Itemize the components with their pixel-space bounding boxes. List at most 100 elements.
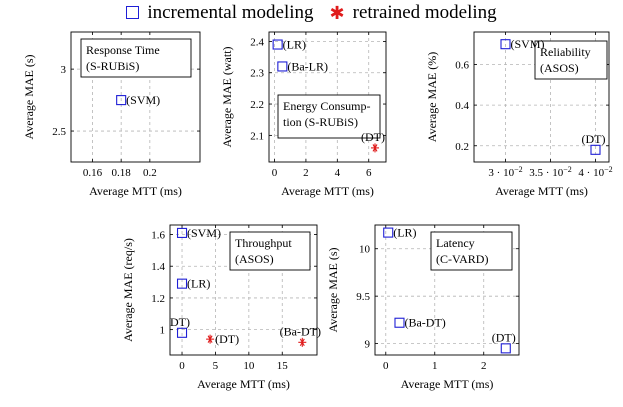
x-tick-label: 0.2 [143,167,157,179]
x-tick-label: 0 [272,167,278,179]
plot-title-box [277,94,381,139]
incremental-point-marker [277,61,288,72]
plot-title-line: (ASOS) [540,61,579,75]
plot-frame [268,31,387,163]
x-tick-label: 10 [243,360,255,372]
plot-title-line: Latency [436,236,475,250]
x-tick-label: 4 [335,167,341,179]
y-tick-label: 3 [61,64,67,76]
y-tick-label: 9.5 [356,291,370,303]
x-tick-label: 0.16 [83,167,103,179]
y-tick-label: 0.2 [455,141,469,153]
x-tick-label: 4 · 10−2 [578,165,612,179]
x-axis-label: Average MTT (ms) [197,377,290,391]
y-tick-label: 2.4 [250,36,264,48]
x-tick-label: 0 [179,360,185,372]
y-tick-label: 0.6 [455,60,469,72]
x-tick-label: 0.18 [112,167,132,179]
retrained-point-marker [298,337,307,347]
point-label: (SVM) [126,93,160,107]
x-tick-label: 0 [383,360,389,372]
incremental-point-marker [590,144,601,155]
subplot-energy-consumption: 0 2 4 6 2.1 2.2 2.3 2.4 Average MTT (ms) Average … [220,31,387,198]
y-tick-label: 2.2 [250,99,264,111]
y-tick-label: 1.6 [151,230,165,242]
y-tick-label: 2.3 [250,68,264,80]
y-axis-label: Average MAE (s) [326,247,340,332]
subplot-latency: 0 1 2 9 9.5 10 Average MTT (ms) Average MAE (s)… [326,224,520,391]
y-tick-label: 9 [365,339,371,351]
plot-title-line: Energy Consump- [283,99,370,113]
incremental-legend-marker-icon [126,6,140,19]
retrained-legend-marker-icon: ✱ [329,3,345,24]
y-axis-label: Average MAE (%) [425,52,439,142]
y-tick-label: 10 [359,244,371,256]
plot-title-line: Response Time [86,43,160,57]
retrained-legend-label: retrained modeling [352,2,497,23]
plot-title-box [80,38,192,78]
retrained-point-marker [371,143,380,153]
point-label: (LR) [283,38,306,52]
incremental-point-marker [500,343,511,354]
y-axis-label: Average MAE (s) [22,54,36,139]
plot-title-line: Reliability [540,45,591,59]
plot-title-box [229,231,311,271]
incremental-point-marker [116,95,127,106]
y-tick-label: 0.4 [455,100,469,112]
subplot-throughput: 0 5 10 15 1 1.2 1.4 1.6 Average MTT (ms) Average … [121,224,321,391]
x-tick-label: 5 [213,360,219,372]
incremental-point-marker [500,39,511,50]
point-label: (SVM) [187,226,221,240]
incremental-point-marker [176,278,188,289]
point-label: (SVM) [511,37,545,51]
y-tick-label: 2.1 [250,130,264,142]
plot-title-line: Throughput [235,236,292,250]
x-tick-label: 3.5 · 10−2 [529,165,571,179]
y-axis-label: Average MAE (watt) [220,46,234,147]
y-tick-label: 1.4 [151,261,165,273]
plot-frame [374,224,520,356]
plot-title-line: (ASOS) [235,252,274,266]
plot-title-line: (S-RUBiS) [86,59,139,73]
incremental-point-marker [176,327,188,338]
point-label: (DT) [361,130,385,144]
subplot-response-time: 0.16 0.18 0.2 2.5 3 Average MTT (ms) Average M… [22,31,201,198]
y-tick-label: 2.5 [52,126,66,138]
x-axis-label: Average MTT (ms) [281,184,374,198]
x-tick-label: 6 [366,167,372,179]
point-label: (Ba-LR) [287,59,328,73]
x-tick-label: 2 [481,360,487,372]
legend: incremental modeling ✱ retrained modelin… [0,2,623,24]
point-label: (Ba-DT) [280,324,321,338]
plot-frame [473,31,610,163]
y-tick-label: 1.2 [151,293,165,305]
y-axis-label: Average MAE (req/s) [121,238,135,342]
point-label: (LR) [187,277,210,291]
point-label: (DT) [582,132,606,146]
x-tick-label: 1 [432,360,438,372]
point-label: (Ba-DT) [404,316,445,330]
incremental-point-marker [383,227,394,238]
incremental-point-marker [176,227,188,238]
incremental-point-marker [272,39,283,50]
plot-frame [70,31,201,163]
x-tick-label: 15 [277,360,289,372]
retrained-point-marker [206,334,215,344]
point-label: DT) [170,315,190,329]
plot-title-line: (C-VARD) [436,252,488,266]
y-tick-label: 1 [160,325,166,337]
x-axis-label: Average MTT (ms) [89,184,182,198]
x-axis-label: Average MTT (ms) [495,184,588,198]
point-label: (DT) [215,332,239,346]
incremental-point-marker [394,317,405,328]
x-tick-label: 2 [303,167,309,179]
plot-title-box [534,40,608,80]
plot-title-box [430,231,513,271]
point-label: (LR) [393,226,416,240]
incremental-legend-label: incremental modeling [147,2,314,23]
x-tick-label: 3 · 10−2 [488,165,522,179]
subplot-reliability: 3 · 10−2 3.5 · 10−2 4 · 10−2 0.2 0.4 0.6 Avera… [425,31,613,198]
plot-title-line: tion (S-RUBiS) [283,115,358,129]
x-axis-label: Average MTT (ms) [401,377,494,391]
